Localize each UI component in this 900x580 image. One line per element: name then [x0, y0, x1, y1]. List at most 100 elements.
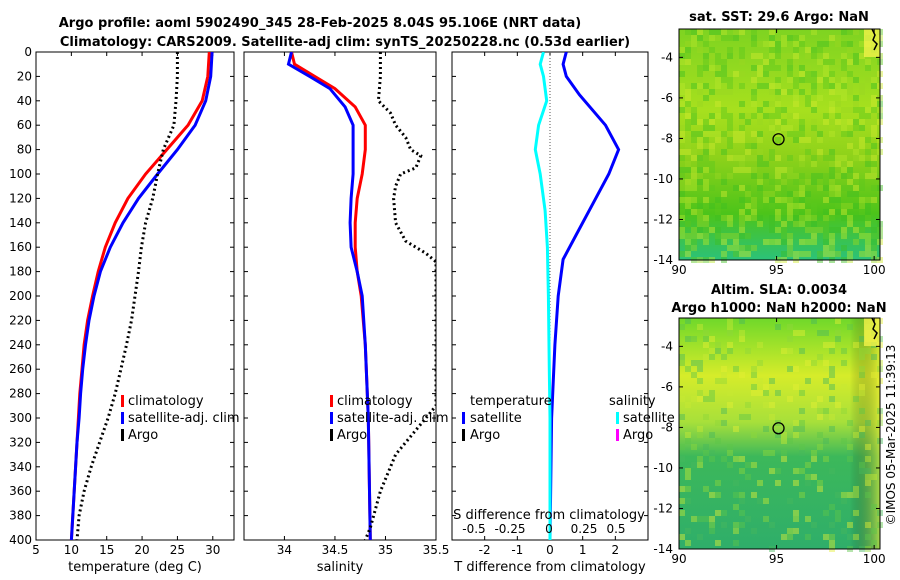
sst_map-texture-cell	[859, 251, 865, 257]
sst_map-texture-cell	[751, 53, 757, 59]
sst_map-texture-cell	[859, 89, 865, 95]
y-tick-label: 260	[9, 362, 32, 376]
sst_map-texture-cell	[829, 89, 835, 95]
sla_map-texture-cell	[739, 492, 745, 498]
temperature-x-tick-label: 15	[99, 543, 114, 557]
sst_map-texture-cell	[847, 221, 853, 227]
sst_map-texture-cell	[757, 185, 763, 191]
sst_map-texture-cell	[823, 125, 829, 131]
sla_map-texture-cell	[709, 348, 715, 354]
sst_map-texture-cell	[823, 59, 829, 65]
sla_map-texture-cell	[823, 378, 829, 384]
sst_map-texture-cell	[727, 233, 733, 239]
sst_map-texture-cell	[697, 215, 703, 221]
sla_map-texture-cell	[763, 498, 769, 504]
sst_map-texture-cell	[697, 221, 703, 227]
sla_map-texture-cell	[703, 354, 709, 360]
sst_map-texture-cell	[757, 221, 763, 227]
sst_map-texture-cell	[739, 233, 745, 239]
sst_map-texture-cell	[829, 35, 835, 41]
sst_map-texture-cell	[727, 53, 733, 59]
sst_map-texture-cell	[709, 185, 715, 191]
sst_map-texture-cell	[715, 113, 721, 119]
legend-label: satellite	[623, 411, 675, 426]
sst_map-texture-cell	[745, 203, 751, 209]
sst_map-texture-cell	[811, 179, 817, 185]
sla_map-texture-cell	[841, 360, 847, 366]
sst_map-texture-cell	[679, 83, 685, 89]
sst_map-texture-cell	[709, 47, 715, 53]
sst_map-texture-cell	[685, 47, 691, 53]
sst_map-texture-cell	[709, 149, 715, 155]
sla_map-texture-cell	[865, 348, 871, 354]
sst_map-texture-cell	[679, 149, 685, 155]
sla_map-texture-cell	[685, 540, 691, 546]
sla_map-texture-cell	[763, 402, 769, 408]
sla_map-texture-cell	[865, 456, 871, 462]
sst_map-texture-cell	[847, 137, 853, 143]
sst_map-texture-cell	[841, 173, 847, 179]
sla_map-texture-cell	[793, 528, 799, 534]
sst_map-texture-cell	[823, 83, 829, 89]
sla_map-texture-cell	[781, 450, 787, 456]
sst_map-texture-cell	[757, 83, 763, 89]
sla_map-texture-cell	[853, 342, 859, 348]
sla_map-texture-cell	[703, 396, 709, 402]
sst_map-texture-cell	[727, 155, 733, 161]
sla_map-texture-cell	[799, 408, 805, 414]
sst_map-texture-cell	[763, 41, 769, 47]
sla_map-texture-cell	[811, 402, 817, 408]
sla_map-texture-cell	[853, 396, 859, 402]
sst_map-texture-cell	[745, 143, 751, 149]
sst_map-texture-cell	[829, 191, 835, 197]
sst_map-texture-cell	[805, 239, 811, 245]
sst_map-texture-cell	[691, 119, 697, 125]
sst_map-texture-cell	[769, 65, 775, 71]
sst_map-texture-cell	[769, 119, 775, 125]
sst_map-texture-cell	[697, 35, 703, 41]
sst_map-texture-cell	[775, 89, 781, 95]
sst_map-texture-cell	[829, 107, 835, 113]
sla_map-texture-cell	[709, 450, 715, 456]
sst_map-texture-cell	[787, 77, 793, 83]
y-tick-label: 200	[9, 289, 32, 303]
sla_map-x-tick-label: 95	[769, 552, 784, 566]
sla_map-texture-cell	[685, 486, 691, 492]
sst_map-texture-cell	[817, 59, 823, 65]
sst_map-texture-cell	[739, 29, 745, 35]
sst_map-texture-cell	[721, 251, 727, 257]
sla_map-texture-cell	[823, 510, 829, 516]
sst_map-texture-cell	[817, 227, 823, 233]
sst_map-texture-cell	[697, 131, 703, 137]
sst_map-texture-cell	[805, 149, 811, 155]
sst_map-texture-cell	[799, 41, 805, 47]
sst_map-texture-cell	[679, 227, 685, 233]
sst_map-texture-cell	[853, 29, 859, 35]
sla_map-texture-cell	[769, 468, 775, 474]
sst_map-texture-cell	[841, 245, 847, 251]
sla_map-texture-cell	[763, 390, 769, 396]
sst_map-texture-cell	[727, 83, 733, 89]
sst_map-texture-cell	[685, 89, 691, 95]
sst_map-texture-cell	[823, 179, 829, 185]
sst_map-texture-cell	[835, 119, 841, 125]
sst_map-texture-cell	[691, 209, 697, 215]
sla_map-texture-cell	[799, 492, 805, 498]
sst_map-texture-cell	[835, 191, 841, 197]
sst_map-texture-cell	[739, 47, 745, 53]
sst_map-texture-cell	[709, 65, 715, 71]
sst_map-texture-cell	[793, 191, 799, 197]
sst_map-texture-cell	[829, 101, 835, 107]
sla_map-texture-cell	[847, 522, 853, 528]
sla_map-texture-cell	[841, 384, 847, 390]
sst_map-texture-cell	[715, 233, 721, 239]
sst_map-texture-cell	[829, 161, 835, 167]
sst_map-texture-cell	[781, 191, 787, 197]
sla_map-texture-cell	[679, 510, 685, 516]
sst_map-texture-cell	[787, 215, 793, 221]
sst_map-texture-cell	[823, 227, 829, 233]
sst_map-texture-cell	[823, 155, 829, 161]
sst_map-texture-cell	[721, 71, 727, 77]
sst_map-texture-cell	[859, 155, 865, 161]
sla_map-texture-cell	[859, 390, 865, 396]
